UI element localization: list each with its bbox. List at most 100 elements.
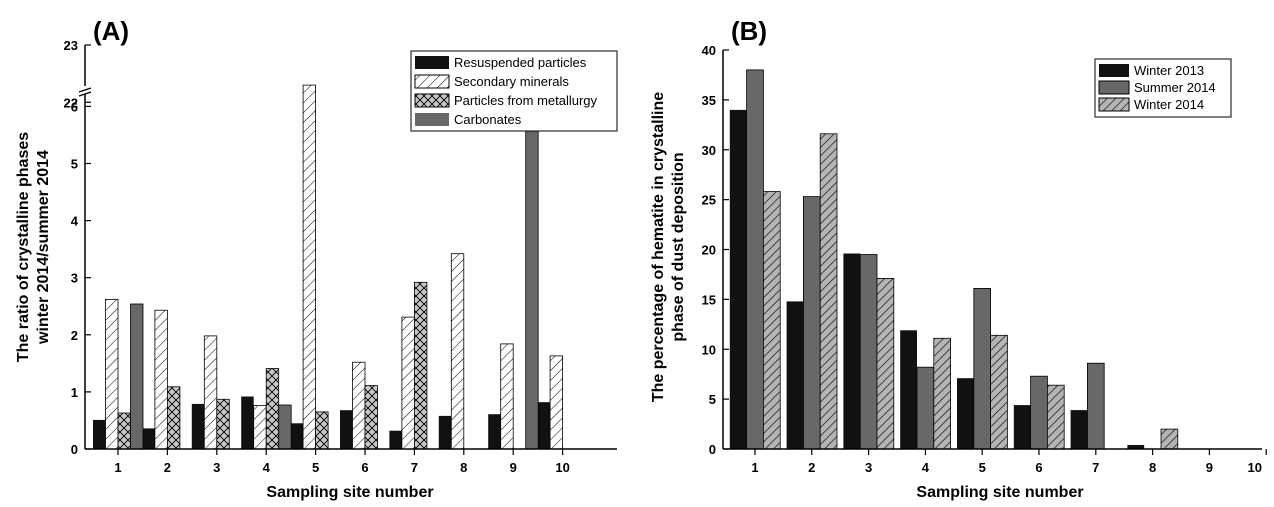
bar-b-winter-2013-site-1 <box>729 109 747 450</box>
chart-a-y-axis-label: The ratio of crystalline phases winter 2… <box>15 132 52 362</box>
tick-label-a-y-5: 5 <box>71 156 78 171</box>
bar-a-carbonates-site-1 <box>130 303 144 450</box>
bar-b-winter-2014-site-8 <box>1160 428 1179 450</box>
tick-label-a-x-9: 9 <box>510 460 517 475</box>
bar-b-winter-2014-site-6 <box>1047 384 1065 450</box>
chart-a-x-axis-label: Sampling site number <box>266 484 433 501</box>
tick-label-b-x-4: 4 <box>922 460 930 475</box>
bar-b-winter-2014-site-3 <box>876 277 895 450</box>
tick-label-a-y-1: 1 <box>71 385 78 400</box>
tick-label-b-y-25: 25 <box>702 193 716 208</box>
chart-b-bars <box>729 69 1179 450</box>
tick-label-b-x-7: 7 <box>1092 460 1099 475</box>
tick-label-b-x-10: 10 <box>1248 460 1262 475</box>
bar-b-winter-2013-site-8 <box>1127 445 1145 449</box>
tick-label-b-y-35: 35 <box>702 93 716 108</box>
bar-a-resuspended-particles-site-7 <box>389 430 402 449</box>
legend-a-label-resuspended: Resuspended particles <box>454 55 587 70</box>
bar-b-summer-2014-site-6 <box>1030 375 1048 450</box>
legend-b-swatch-summer-2014 <box>1098 80 1130 95</box>
bar-a-secondary-minerals-site-6 <box>352 361 366 450</box>
tick-label-b-x-6: 6 <box>1035 460 1042 475</box>
bar-a-resuspended-particles-site-4 <box>241 396 254 449</box>
tick-label-b-y-10: 10 <box>702 342 716 357</box>
bar-a-secondary-minerals-site-3 <box>203 335 218 450</box>
legend-a-label-carbonates: Carbonates <box>454 112 522 127</box>
tick-label-b-x-1: 1 <box>751 460 758 475</box>
tick-label-b-y-30: 30 <box>702 143 716 158</box>
chart-b-y-ticks: 0 5 10 15 20 25 30 35 40 <box>702 43 729 457</box>
bar-b-winter-2013-site-4 <box>900 330 917 449</box>
tick-label-a-x-5: 5 <box>312 460 319 475</box>
legend-a-label-metallurgy: Particles from metallurgy <box>454 93 598 108</box>
tick-label-a-y-2: 2 <box>71 328 78 343</box>
bar-a-resuspended-particles-site-10 <box>537 402 551 449</box>
bar-a-secondary-minerals-site-1 <box>105 298 119 450</box>
bar-b-summer-2014-site-1 <box>746 69 764 450</box>
tick-label-a-y-23: 23 <box>64 38 78 53</box>
tick-label-b-x-8: 8 <box>1149 460 1156 475</box>
tick-label-b-x-9: 9 <box>1206 460 1213 475</box>
bar-a-resuspended-particles-site-2 <box>142 428 155 449</box>
bar-a-secondary-minerals-site-9 <box>500 343 514 450</box>
bar-a-secondary-minerals-site-7 <box>401 316 415 450</box>
tick-label-b-x-2: 2 <box>808 460 815 475</box>
legend-a-swatch-resuspended <box>415 56 449 69</box>
tick-label-a-y-4: 4 <box>71 214 79 229</box>
bar-a-resuspended-particles-site-9 <box>488 414 501 449</box>
bar-a-resuspended-particles-site-1 <box>93 419 106 449</box>
bar-b-summer-2014-site-2 <box>803 196 821 450</box>
legend-a-swatch-metallurgy <box>414 93 450 108</box>
bar-b-summer-2014-site-5 <box>973 287 991 450</box>
legend-b-label-winter-2013: Winter 2013 <box>1134 63 1204 78</box>
bar-a-secondary-minerals-site-5 <box>302 84 317 450</box>
bar-b-summer-2014-site-3 <box>859 254 878 450</box>
bar-a-secondary-minerals-site-4 <box>253 405 267 450</box>
bar-a-particles-from-metallurgy-site-3 <box>216 398 230 450</box>
legend-a-swatch-carbonates <box>415 113 449 126</box>
bar-b-summer-2014-site-7 <box>1087 362 1105 450</box>
bar-a-particles-from-metallurgy-site-5 <box>315 411 329 450</box>
bar-a-secondary-minerals-site-10 <box>549 355 563 450</box>
bar-b-winter-2013-site-6 <box>1013 405 1031 449</box>
tick-label-a-x-3: 3 <box>213 460 220 475</box>
chart-b-y-label-line1: The percentage of hematite in crystallin… <box>650 92 667 402</box>
bar-a-secondary-minerals-site-8 <box>450 253 465 450</box>
bar-a-particles-from-metallurgy-site-2 <box>166 386 181 450</box>
bar-a-resuspended-particles-site-6 <box>340 410 353 449</box>
bar-b-winter-2013-site-2 <box>786 301 804 449</box>
chart-b-y-label-line2: phase of dust deposition <box>670 152 687 341</box>
bar-a-carbonates-site-4 <box>278 404 292 450</box>
bar-b-winter-2014-site-5 <box>990 334 1008 450</box>
tick-label-a-x-2: 2 <box>164 460 171 475</box>
bar-b-winter-2013-site-3 <box>843 253 861 449</box>
tick-label-b-x-3: 3 <box>865 460 872 475</box>
legend-a-swatch-secondary <box>414 74 450 89</box>
legend-b-swatch-winter-2014 <box>1098 97 1130 112</box>
tick-label-b-y-0: 0 <box>709 442 716 457</box>
bar-a-particles-from-metallurgy-site-7 <box>413 281 428 450</box>
bar-b-winter-2014-site-1 <box>763 191 781 450</box>
chart-a-y-label-line2: winter 2014/summer 2014 <box>35 150 52 345</box>
chart-b-legend: Winter 2013 Summer 2014 Winter 2014 <box>1094 58 1232 118</box>
chart-b-x-axis-label: Sampling site number <box>916 484 1083 501</box>
panel-b-label: (B) <box>731 16 767 46</box>
legend-b-label-winter-2014: Winter 2014 <box>1134 97 1204 112</box>
tick-label-b-y-20: 20 <box>702 243 716 258</box>
tick-label-a-y-0: 0 <box>71 442 78 457</box>
tick-label-b-y-15: 15 <box>702 292 716 307</box>
tick-label-a-x-6: 6 <box>361 460 368 475</box>
bar-a-secondary-minerals-site-2 <box>154 309 168 450</box>
tick-label-b-x-5: 5 <box>979 460 986 475</box>
chart-b-y-axis-label: The percentage of hematite in crystallin… <box>650 92 687 402</box>
tick-label-a-x-10: 10 <box>555 460 569 475</box>
bar-a-resuspended-particles-site-8 <box>438 415 452 449</box>
bar-a-particles-from-metallurgy-site-1 <box>117 412 131 450</box>
chart-b: (B) 0 5 10 15 20 25 30 35 40 1 2 3 4 5 6 7 8 9 10 Samplin… <box>650 16 1267 501</box>
legend-a-label-secondary: Secondary minerals <box>454 74 569 89</box>
panel-a-label: (A) <box>93 16 129 46</box>
tick-label-a-x-7: 7 <box>411 460 418 475</box>
bar-b-winter-2014-site-4 <box>933 337 951 450</box>
tick-label-a-y-22: 22 <box>64 95 78 110</box>
